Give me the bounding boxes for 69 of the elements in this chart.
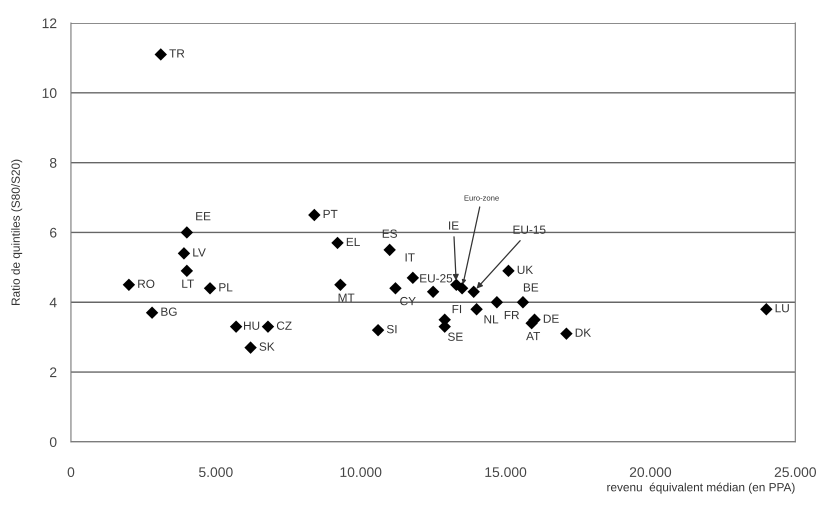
annotation: MT [338, 294, 354, 302]
y-axis-title: Ratio de quintiles (S80/S20) [11, 160, 22, 305]
annotation: DE [544, 314, 559, 323]
y-tick-label: 10 [42, 88, 57, 98]
x-tick-label: 25.000 [774, 467, 816, 478]
point [146, 306, 158, 319]
point [262, 320, 274, 333]
annotation: FI [452, 304, 462, 314]
annotation: HU [244, 322, 260, 330]
annotation: EU-15 [513, 226, 546, 234]
point [178, 247, 190, 260]
point [560, 327, 573, 340]
x-axis-title: revenu équivalent médian (en PPA) [607, 482, 795, 494]
point [204, 282, 216, 294]
annotation: IT [406, 253, 415, 262]
point [230, 320, 242, 333]
annotation: EL [346, 238, 360, 246]
y-tick-label: 0 [50, 437, 57, 448]
y-tick-label: 6 [50, 228, 56, 238]
point [372, 324, 384, 336]
point [122, 278, 136, 292]
x-tick-label: 5.000 [199, 467, 233, 478]
annotation: SE [448, 332, 463, 341]
annotation: SK [259, 342, 275, 351]
x-tick-label: 15.000 [485, 467, 526, 478]
annotation: SI [386, 324, 396, 334]
annotation: BG [161, 308, 177, 316]
point [308, 208, 321, 222]
point [154, 48, 167, 61]
annotation: BE [524, 283, 538, 292]
y-tick-label: 4 [50, 298, 57, 308]
point [467, 286, 480, 298]
point [456, 282, 468, 294]
annotation: RO [138, 280, 154, 288]
point [244, 341, 257, 354]
x-tick-label: 0 [68, 467, 74, 478]
annotation: DK [576, 328, 592, 337]
point [180, 264, 194, 278]
point [331, 236, 344, 250]
annotation: EE [196, 212, 210, 220]
annotation: AT [526, 332, 540, 340]
x-tick-label: 10.000 [340, 467, 382, 478]
point [502, 264, 515, 278]
point [389, 282, 402, 294]
point [334, 278, 347, 292]
annotation: CZ [276, 321, 292, 330]
y-tick-label: 12 [42, 18, 56, 28]
point [383, 244, 396, 256]
annotation: EU-25 [420, 274, 452, 282]
point [470, 303, 483, 316]
annotation: NL [484, 315, 498, 324]
y-tick-label: 8 [50, 158, 56, 168]
annotation: PT [324, 210, 338, 218]
point [516, 296, 530, 308]
annotation: PL [219, 283, 232, 292]
point [490, 296, 504, 308]
point [406, 272, 420, 284]
y-tick-label: 2 [50, 367, 56, 378]
point [760, 303, 773, 316]
annotation: UK [518, 266, 534, 274]
point [180, 226, 194, 239]
x-tick-label: 20.000 [630, 467, 672, 478]
point [426, 286, 440, 298]
annotation: IE [449, 221, 459, 230]
annotation: LT [182, 280, 194, 288]
annotation: FR [504, 311, 519, 320]
annotation: LU [776, 304, 789, 312]
annotation: LV [193, 248, 206, 256]
annotation: TR [169, 49, 184, 58]
